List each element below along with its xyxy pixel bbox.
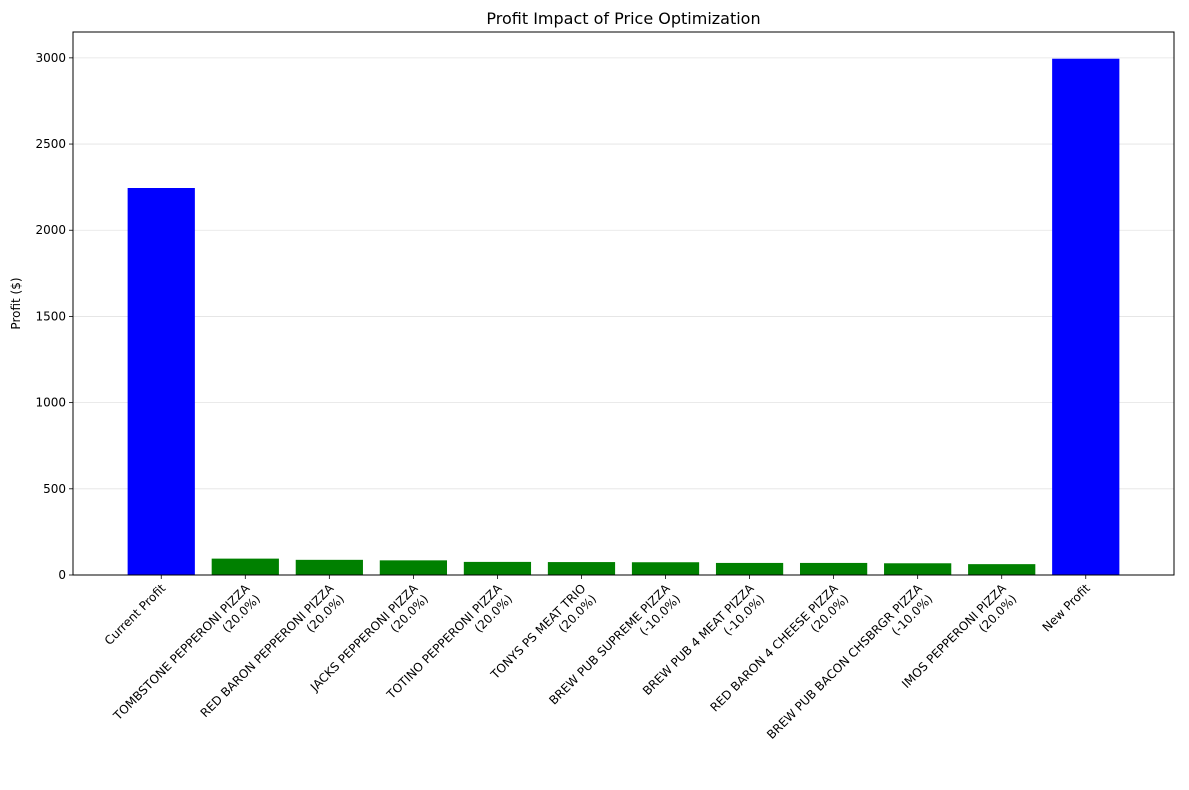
bar [884,563,952,575]
y-tick-label: 500 [43,482,66,496]
y-tick-label: 1500 [35,309,66,323]
y-tick-label: 1000 [35,396,66,410]
bar [799,562,868,575]
y-axis-label: Profit ($) [9,277,23,329]
bar [379,560,448,575]
chart-title: Profit Impact of Price Optimization [486,9,760,28]
y-tick-label: 0 [58,568,66,582]
y-axis-ticks: 0 500 1000 1500 2000 2500 3000 [35,51,73,582]
bar [295,559,363,575]
bar [1052,58,1120,575]
bar [211,558,279,575]
bar [547,562,616,575]
bar [127,188,195,575]
y-tick-label: 2500 [35,137,66,151]
bar [463,561,532,575]
bar [715,562,784,575]
plot-area-frame [72,31,1175,576]
bars [127,58,1120,575]
y-tick-label: 2000 [35,223,66,237]
bar [631,562,700,575]
bar [968,564,1036,575]
y-tick-label: 3000 [35,51,66,65]
